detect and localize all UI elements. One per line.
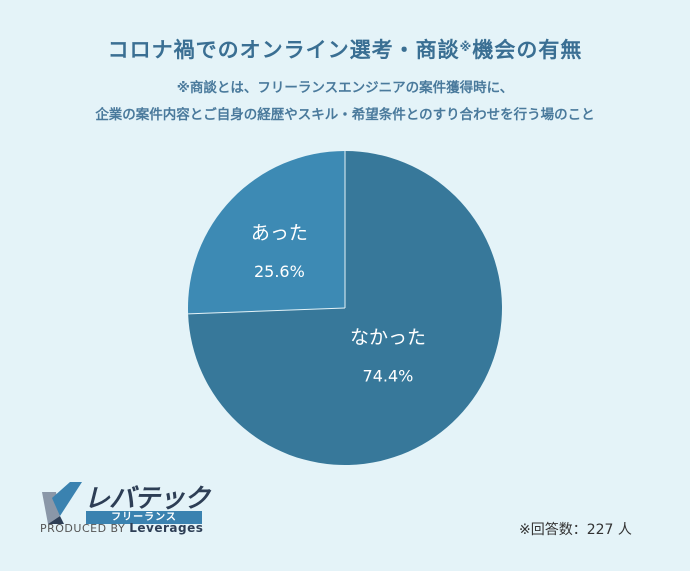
logo-name: レバテック bbox=[84, 484, 210, 514]
logo-band: フリーランス bbox=[86, 511, 202, 524]
pie-slice-2 bbox=[188, 151, 345, 314]
slice-label-2: あった bbox=[251, 222, 308, 244]
brand-name: Leverages bbox=[129, 521, 204, 535]
title-main: コロナ禍でのオンライン選考・商談 bbox=[107, 38, 460, 62]
chart-title: コロナ禍でのオンライン選考・商談※機会の有無 bbox=[0, 34, 690, 64]
note-line-2: 企業の案件内容とご自身の経歴やスキル・希望条件とのすり合わせを行う場のこと bbox=[95, 107, 595, 123]
logo-check-icon bbox=[42, 482, 82, 524]
slice-label-1: なかった bbox=[350, 326, 426, 348]
note-line-1: ※商談とは、フリーランスエンジニアの案件獲得時に、 bbox=[176, 80, 514, 96]
slice-value-1: 74.4% bbox=[363, 366, 414, 385]
slice-value-2: 25.6% bbox=[254, 262, 305, 281]
title-mark: ※ bbox=[459, 40, 473, 54]
leverages-logo: レバテック フリーランス bbox=[40, 478, 230, 540]
respondent-count: ※回答数：227 人 bbox=[519, 522, 632, 538]
produced-by-text: PRODUCED BY bbox=[40, 522, 126, 535]
title-tail: 機会の有無 bbox=[472, 38, 583, 62]
produced-by: PRODUCED BY Leverages bbox=[40, 521, 203, 535]
slice-divider-2 bbox=[188, 307, 346, 315]
